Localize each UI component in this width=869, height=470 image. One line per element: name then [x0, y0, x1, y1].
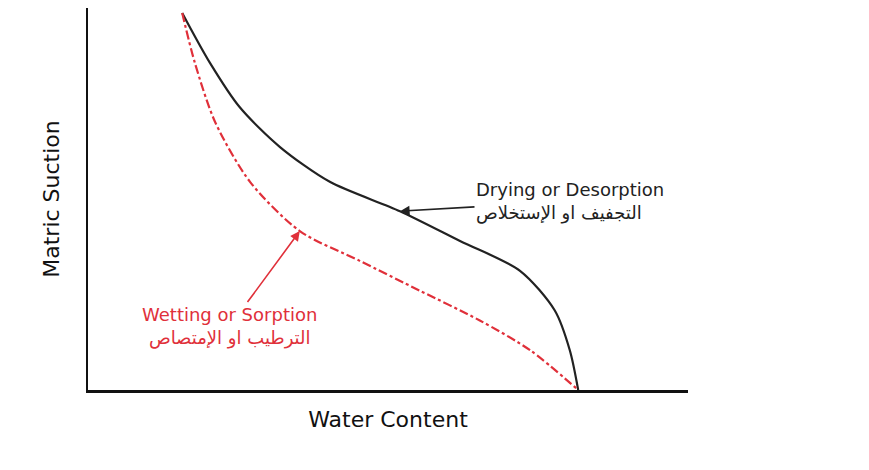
svg-text:Drying or Desorptionالتجفيف او: Drying or Desorptionالتجفيف او الإستخلاص	[476, 179, 664, 224]
svg-text:Water Content: Water Content	[308, 407, 468, 432]
svg-text:Wetting or Sorptionالترطيب او: Wetting or Sorptionالترطيب او الإمتصاص	[142, 304, 317, 349]
svg-text:Matric Suction: Matric Suction	[39, 120, 64, 277]
